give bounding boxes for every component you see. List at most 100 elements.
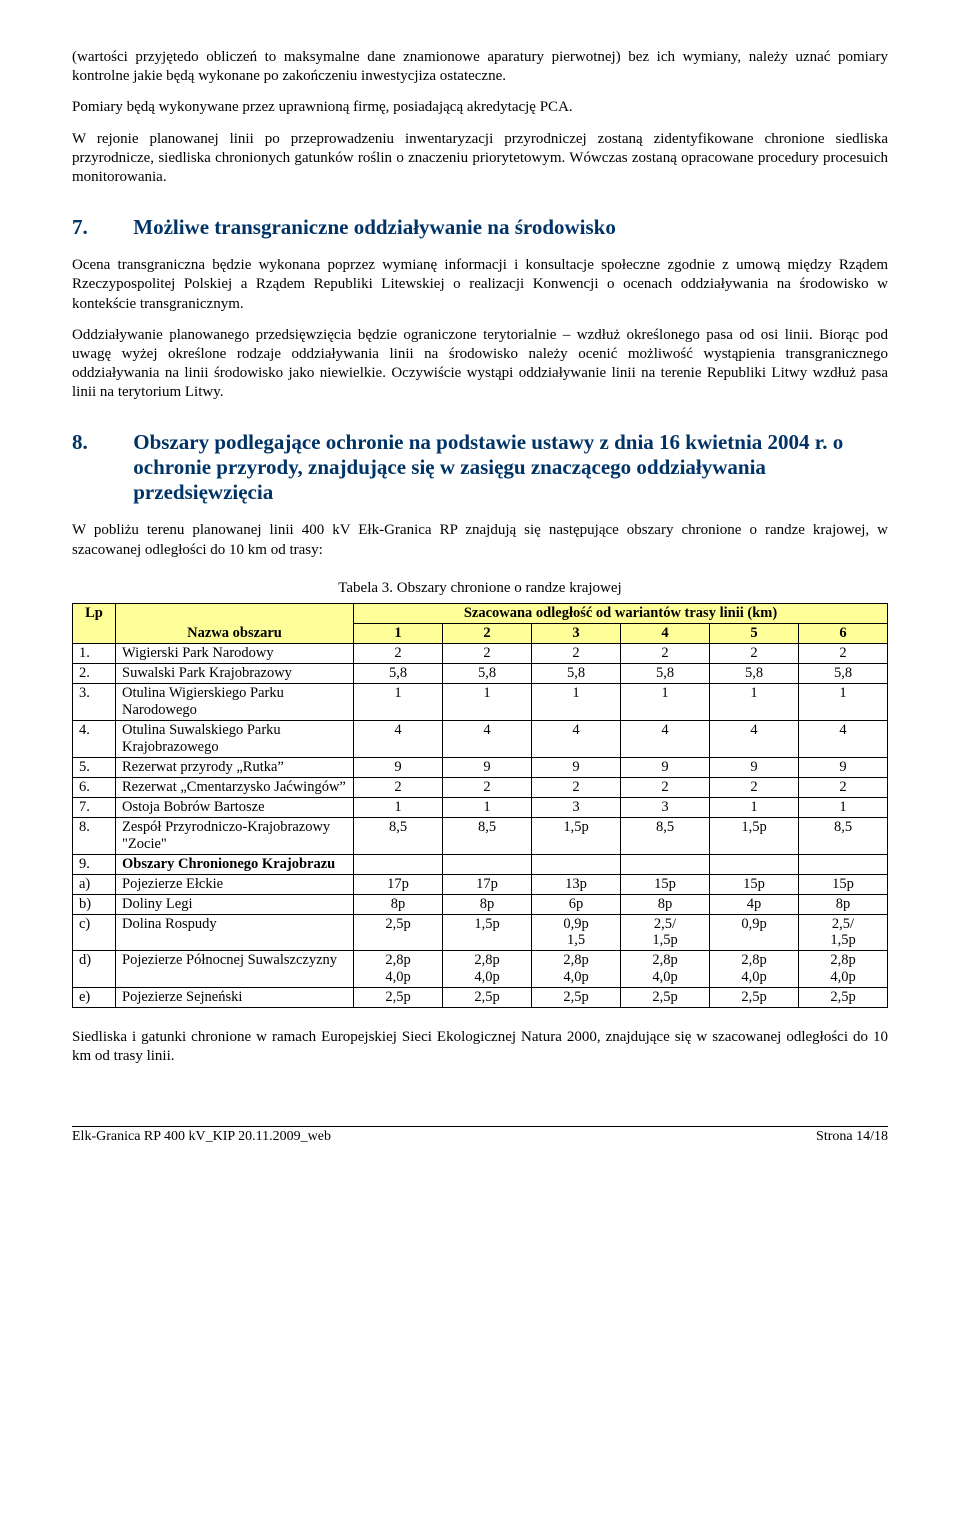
cell-value: 2 xyxy=(799,643,888,663)
cell-value xyxy=(710,854,799,874)
cell-value: 13p xyxy=(532,874,621,894)
table-row: d)Pojezierze Północnej Suwalszczyzny2,8p… xyxy=(73,951,888,987)
cell-value: 2 xyxy=(621,777,710,797)
section-7-heading: 7. Możliwe transgraniczne oddziaływanie … xyxy=(72,215,888,240)
cell-value: 2 xyxy=(532,643,621,663)
cell-value: 2,5p xyxy=(532,987,621,1007)
cell-name: Zespół Przyrodniczo-Krajobrazowy "Zocie" xyxy=(116,817,354,854)
cell-value: 17p xyxy=(354,874,443,894)
cell-value: 0,9p xyxy=(710,914,799,950)
th-variant-2: 2 xyxy=(443,623,532,643)
cell-value xyxy=(621,854,710,874)
cell-value: 4 xyxy=(443,720,532,757)
th-variant-4: 4 xyxy=(621,623,710,643)
table-row: 3.Otulina Wigierskiego Parku Narodowego1… xyxy=(73,683,888,720)
table-row: 5.Rezerwat przyrody „Rutka”999999 xyxy=(73,757,888,777)
cell-value: 2,8p 4,0p xyxy=(710,951,799,987)
cell-value: 5,8 xyxy=(354,663,443,683)
cell-value: 5,8 xyxy=(443,663,532,683)
cell-value: 1,5p xyxy=(710,817,799,854)
th-variant-6: 6 xyxy=(799,623,888,643)
protected-areas-table: LpNazwa obszaruSzacowana odległość od wa… xyxy=(72,603,888,1008)
page-footer: Elk-Granica RP 400 kV_KIP 20.11.2009_web… xyxy=(72,1126,888,1145)
cell-value: 2 xyxy=(621,643,710,663)
cell-name: Dolina Rospudy xyxy=(116,914,354,950)
cell-value: 2 xyxy=(443,643,532,663)
cell-value: 1 xyxy=(354,683,443,720)
table-row: a)Pojezierze Ełckie17p17p13p15p15p15p xyxy=(73,874,888,894)
cell-name: Doliny Legi xyxy=(116,894,354,914)
cell-lp: 1. xyxy=(73,643,116,663)
cell-value xyxy=(354,854,443,874)
cell-value: 6p xyxy=(532,894,621,914)
cell-value: 2,5p xyxy=(443,987,532,1007)
cell-value: 9 xyxy=(443,757,532,777)
cell-value: 2,8p 4,0p xyxy=(354,951,443,987)
cell-value: 1 xyxy=(710,797,799,817)
cell-value: 2 xyxy=(443,777,532,797)
cell-lp: b) xyxy=(73,894,116,914)
paragraph-6: W pobliżu terenu planowanej linii 400 kV… xyxy=(72,521,888,559)
cell-value: 1 xyxy=(710,683,799,720)
section-8-heading: 8. Obszary podlegające ochronie na podst… xyxy=(72,430,888,505)
cell-value: 2 xyxy=(354,777,443,797)
table-body: 1.Wigierski Park Narodowy2222222.Suwalsk… xyxy=(73,643,888,1007)
cell-value: 4 xyxy=(354,720,443,757)
cell-value: 8p xyxy=(799,894,888,914)
table-row: e)Pojezierze Sejneński2,5p2,5p2,5p2,5p2,… xyxy=(73,987,888,1007)
table-row: 7.Ostoja Bobrów Bartosze113311 xyxy=(73,797,888,817)
th-distance-span: Szacowana odległość od wariantów trasy l… xyxy=(354,603,888,623)
cell-value: 8p xyxy=(621,894,710,914)
cell-lp: 2. xyxy=(73,663,116,683)
table-row: c)Dolina Rospudy2,5p1,5p0,9p 1,52,5/ 1,5… xyxy=(73,914,888,950)
cell-value: 5,8 xyxy=(532,663,621,683)
table-row: 4.Otulina Suwalskiego Parku Krajobrazowe… xyxy=(73,720,888,757)
cell-value: 2,8p 4,0p xyxy=(621,951,710,987)
section-8-number: 8. xyxy=(72,430,128,455)
cell-value: 8,5 xyxy=(354,817,443,854)
table-row: 8.Zespół Przyrodniczo-Krajobrazowy "Zoci… xyxy=(73,817,888,854)
cell-value: 1 xyxy=(443,797,532,817)
cell-value: 1 xyxy=(354,797,443,817)
cell-value: 2,5p xyxy=(354,987,443,1007)
table-row: 9.Obszary Chronionego Krajobrazu xyxy=(73,854,888,874)
cell-value: 2,8p 4,0p xyxy=(799,951,888,987)
cell-value: 15p xyxy=(799,874,888,894)
cell-name: Otulina Suwalskiego Parku Krajobrazowego xyxy=(116,720,354,757)
cell-lp: c) xyxy=(73,914,116,950)
table-row: b)Doliny Legi8p8p6p8p4p8p xyxy=(73,894,888,914)
cell-value: 8p xyxy=(354,894,443,914)
cell-value: 2 xyxy=(710,643,799,663)
cell-value: 3 xyxy=(532,797,621,817)
cell-value: 8,5 xyxy=(621,817,710,854)
cell-name: Pojezierze Północnej Suwalszczyzny xyxy=(116,951,354,987)
cell-value: 2,8p 4,0p xyxy=(443,951,532,987)
cell-value: 8,5 xyxy=(443,817,532,854)
cell-value: 2,5p xyxy=(710,987,799,1007)
footer-right: Strona 14/18 xyxy=(816,1129,888,1145)
cell-value: 9 xyxy=(710,757,799,777)
cell-value: 9 xyxy=(621,757,710,777)
cell-lp: 9. xyxy=(73,854,116,874)
section-7-number: 7. xyxy=(72,215,128,240)
cell-name: Rezerwat „Cmentarzysko Jaćwingów” xyxy=(116,777,354,797)
cell-value: 1 xyxy=(532,683,621,720)
th-lp: Lp xyxy=(73,603,116,643)
cell-name: Obszary Chronionego Krajobrazu xyxy=(116,854,354,874)
cell-name: Pojezierze Ełckie xyxy=(116,874,354,894)
cell-value: 3 xyxy=(621,797,710,817)
cell-value: 1 xyxy=(799,797,888,817)
paragraph-3: W rejonie planowanej linii po przeprowad… xyxy=(72,130,888,188)
cell-value: 4p xyxy=(710,894,799,914)
paragraph-1: (wartości przyjętedo obliczeń to maksyma… xyxy=(72,48,888,86)
th-variant-5: 5 xyxy=(710,623,799,643)
cell-value: 2,5p xyxy=(621,987,710,1007)
cell-value: 1 xyxy=(621,683,710,720)
cell-lp: 7. xyxy=(73,797,116,817)
cell-name: Rezerwat przyrody „Rutka” xyxy=(116,757,354,777)
section-8-title: Obszary podlegające ochronie na podstawi… xyxy=(133,430,873,505)
table-row: 1.Wigierski Park Narodowy222222 xyxy=(73,643,888,663)
cell-lp: e) xyxy=(73,987,116,1007)
cell-value: 4 xyxy=(621,720,710,757)
cell-value: 4 xyxy=(710,720,799,757)
